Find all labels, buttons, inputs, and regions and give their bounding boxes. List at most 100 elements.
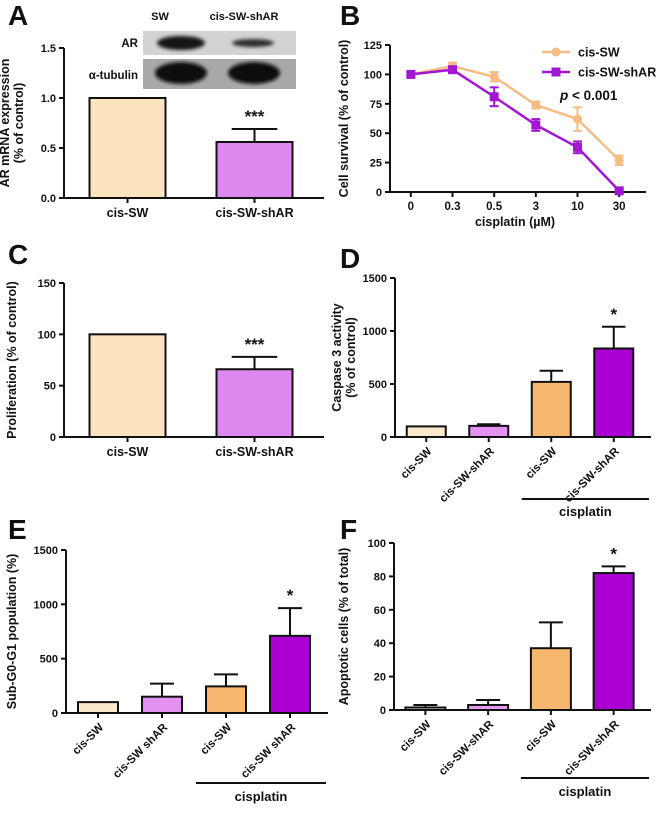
panel-b: B 0 25 50 75 100 125 Cell survival (% of contr… [332, 0, 665, 235]
bar [205, 685, 247, 714]
y-tick-label: 50 [370, 128, 382, 140]
panel-b-letter: B [340, 0, 361, 31]
y-tick-label: 1500 [34, 545, 58, 557]
y-axis-label: AR mRNA expression [0, 59, 12, 188]
y-tick-label: 0 [52, 708, 58, 720]
bar [529, 647, 572, 712]
y-tick-label: 0 [380, 705, 386, 717]
x-tick-label: 0.3 [445, 201, 461, 213]
y-tick-label: 80 [374, 571, 386, 583]
bar [215, 141, 294, 199]
panel-d-chart: 0 500 1000 1500 Caspase 3 activity (% of cont… [330, 273, 651, 519]
x-category-label: cis-SW [199, 722, 235, 758]
x-axis-label: cisplatin (µM) [475, 215, 555, 229]
panel-a-chart: SW cis-SW-shAR AR α-tubulin 0.0 0.5 1.0 1.5 AR m… [0, 11, 324, 220]
y-axis-label: Sub-G0-G1 population (%) [5, 554, 19, 710]
bar [215, 368, 294, 439]
y-tick-label: 125 [364, 40, 382, 52]
legend-label: cis-SW [578, 46, 620, 60]
y-tick-label: 0.0 [41, 193, 56, 205]
data-point-square [614, 186, 624, 196]
p-value: p < 0.001 [559, 88, 618, 103]
bar [88, 333, 167, 438]
significance-star: * [610, 544, 617, 563]
y-tick-label: 100 [38, 329, 56, 341]
bar [141, 695, 183, 714]
blot-band-ar-shar [232, 39, 274, 47]
series-line [410, 68, 621, 192]
data-point-square [448, 65, 457, 75]
bar [77, 701, 119, 714]
blot-col-label: SW [151, 11, 169, 23]
panel-e: E 0 500 1000 1500 Sub-G0-G1 population (%) ci… [0, 510, 332, 816]
bar [530, 380, 572, 439]
y-tick-label: 500 [369, 379, 387, 391]
p-value-symbol: p [559, 88, 568, 103]
x-tick-label: 10 [571, 201, 584, 213]
panel-f: F 0 20 40 60 80 100 Apoptotic cells (% of tota… [332, 510, 665, 816]
x-category-label: cis-SW-shAR [215, 206, 293, 220]
panel-f-letter: F [340, 514, 358, 545]
panel-c-chart: 0 50 100 150 Proliferation (% of control) cis… [5, 278, 324, 459]
blot-row-label: α-tubulin [89, 70, 138, 82]
x-tick-label: 0 [408, 201, 414, 213]
y-tick-label: 100 [364, 69, 382, 81]
y-tick-label: 0 [381, 432, 387, 444]
blot-band-tub-sw [155, 62, 207, 84]
x-tick-label: 0.5 [486, 201, 503, 213]
legend-marker-square [551, 67, 561, 77]
bar [404, 706, 447, 711]
x-category-label: cis-SW shAR [111, 721, 171, 781]
x-category-label: cis-SW-shAR [562, 718, 622, 778]
bar [593, 347, 635, 438]
y-tick-label: 0 [376, 187, 382, 199]
y-axis-label: (% of control) [12, 83, 26, 164]
y-tick-label: 20 [374, 672, 386, 684]
panel-d: D 0 500 1000 1500 Caspase 3 activity (% of co… [330, 235, 665, 520]
y-tick-label: 25 [370, 158, 382, 170]
x-category-label: cis-SW-shAR [437, 445, 497, 505]
data-point-square [573, 142, 582, 152]
x-category-label: cis-SW shAR [239, 721, 299, 781]
bar [405, 425, 447, 438]
data-point-circle [573, 114, 582, 124]
panel-a: A SW cis-SW-shAR AR α-tubulin 0.0 0.5 1.0 1.5 AR… [0, 0, 332, 235]
bar [269, 634, 311, 714]
data-point-square [531, 120, 541, 130]
panel-e-letter: E [8, 514, 27, 545]
y-tick-label: 1000 [34, 599, 58, 611]
y-tick-label: 1500 [363, 273, 387, 285]
data-point-circle [614, 155, 624, 165]
data-point-square [489, 92, 499, 102]
y-axis-label: Cell survival (% of control) [337, 40, 351, 198]
y-tick-label: 150 [38, 278, 56, 290]
x-category-label: cis-SW [524, 446, 560, 482]
x-category-label: cis-SW [399, 446, 435, 482]
data-point-circle [489, 72, 499, 82]
panel-c-letter: C [8, 239, 29, 270]
group-label: cisplatin [235, 789, 288, 804]
data-point-square [406, 69, 416, 79]
bar [88, 97, 167, 199]
x-category-label: cis-SW [523, 719, 559, 755]
y-tick-label: 100 [368, 538, 386, 550]
y-axis-label: Proliferation (% of control) [5, 281, 19, 439]
significance-star: *** [245, 335, 265, 354]
x-tick-label: 3 [533, 201, 539, 213]
legend-marker-circle [551, 47, 561, 57]
panel-e-chart: 0 500 1000 1500 Sub-G0-G1 population (%) cis-… [5, 545, 328, 804]
legend-label: cis-SW-shAR [578, 66, 656, 80]
data-point-circle [531, 100, 541, 110]
y-tick-label: 50 [44, 381, 56, 393]
x-category-label: cis-SW [107, 445, 149, 459]
y-tick-label: 1.5 [41, 43, 56, 55]
panel-a-letter: A [8, 0, 29, 31]
blot-band-ar-sw [157, 36, 205, 50]
group-label: cisplatin [559, 784, 612, 799]
x-category-label: cis-SW-shAR [562, 445, 622, 505]
significance-star: * [610, 305, 617, 324]
group-label: cisplatin [559, 504, 612, 519]
y-tick-label: 60 [374, 605, 386, 617]
significance-star: * [287, 586, 294, 605]
